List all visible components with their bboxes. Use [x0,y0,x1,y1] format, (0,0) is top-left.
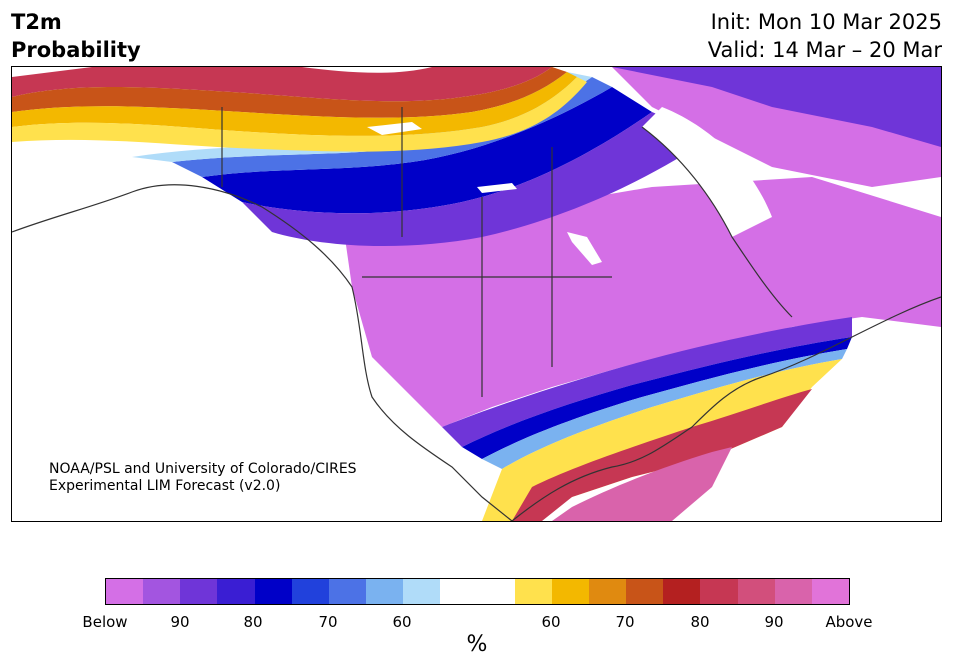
colorbar-segment-above-8 [811,579,850,604]
valid-range: Valid: 14 Mar – 20 Mar [707,38,942,62]
tick-90-above: 90 [764,613,784,631]
tick-70-above: 70 [615,613,635,631]
title-variable: T2m [11,10,62,34]
colorbar-segment-above-0 [514,579,552,604]
colorbar-unit: % [466,632,488,657]
colorbar-segment-below-7 [366,579,404,604]
colorbar-segment-above-1 [551,579,590,604]
tick-90-below: 90 [170,613,190,631]
colorbar-segment-below-1 [143,579,181,604]
tick-below: Below [82,613,128,631]
tick-70-below: 70 [318,613,338,631]
forecast-dates: Init: Mon 10 Mar 2025 Valid: 14 Mar – 20… [708,8,942,64]
colorbar-segment-above-7 [774,579,812,604]
colorbar-segment-above-4 [663,579,701,604]
probability-fill [12,67,941,521]
colorbar-segment-below-0 [106,579,144,604]
colorbar-segment-above-5 [700,579,738,604]
colorbar-segment-below-5 [291,579,329,604]
credit-line-2: Experimental LIM Forecast (v2.0) [49,478,281,494]
colorbar-segment-neutral [440,579,515,604]
tick-60-above: 60 [541,613,561,631]
colorbar-segment-below-4 [254,579,292,604]
probability-map [11,66,942,522]
colorbar-segment-above-3 [626,579,664,604]
colorbar-segment-below-2 [180,579,218,604]
tick-80-above: 80 [690,613,710,631]
coastlines [12,107,941,521]
title-type: Probability [11,38,141,62]
colorbar-segment-above-2 [589,579,627,604]
colorbar [105,578,850,605]
tick-60-below: 60 [392,613,412,631]
tick-80-below: 80 [243,613,263,631]
colorbar-segment-below-3 [217,579,255,604]
credit-text: NOAA/PSL and University of Colorado/CIRE… [49,461,357,495]
init-date: Init: Mon 10 Mar 2025 [710,10,942,34]
map-title: T2m Probability [11,8,141,64]
colorbar-segment-above-6 [737,579,775,604]
tick-above: Above [825,613,873,631]
colorbar-segment-below-8 [403,579,441,604]
colorbar-segment-below-6 [328,579,367,604]
credit-line-1: NOAA/PSL and University of Colorado/CIRE… [49,461,357,477]
